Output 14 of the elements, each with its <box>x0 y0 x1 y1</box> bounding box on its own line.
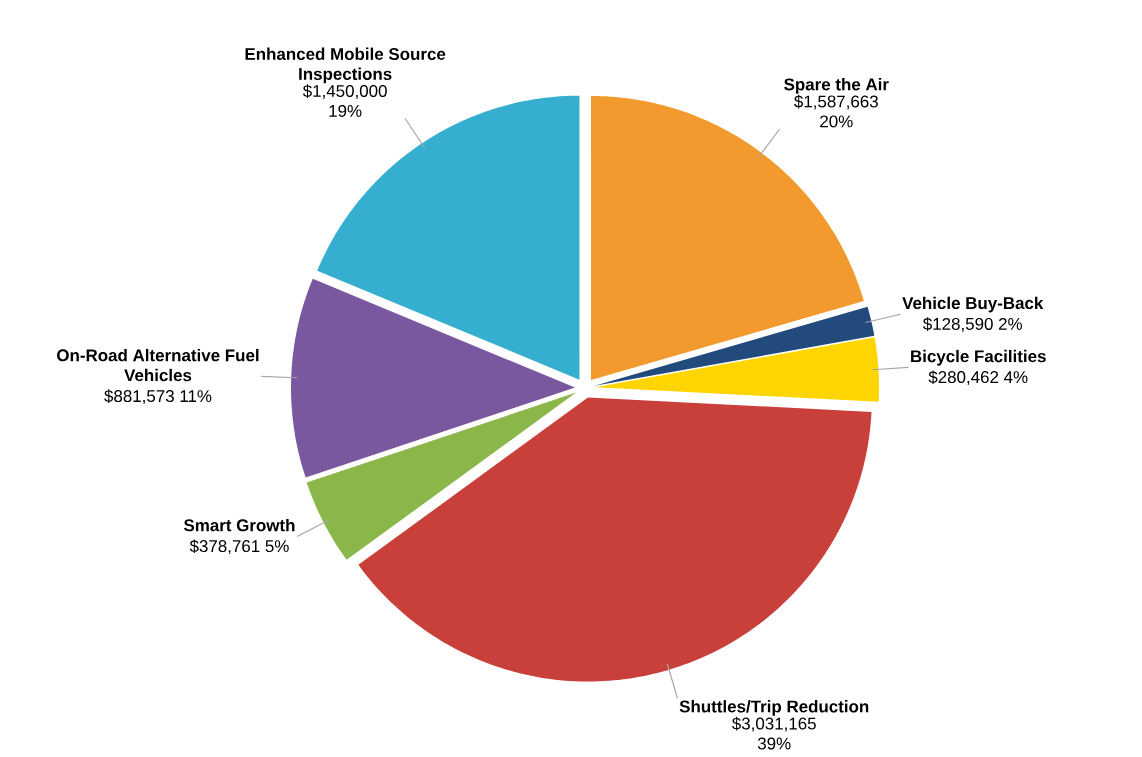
data-label: $881,573 11% <box>104 389 212 405</box>
data-label: $1,450,000 19% <box>302 84 387 117</box>
slice-label: On-Road Alternative Fuel Vehicles <box>57 348 259 382</box>
data-label: $3,031,165 39% <box>732 716 816 750</box>
slice-label: Shuttles/Trip Reduction <box>679 700 869 716</box>
data-label: $378,761 5% <box>189 539 289 555</box>
data-label: $128,590 2% <box>923 317 1022 332</box>
slice-label: Bicycle Facilities <box>911 349 1046 366</box>
slice-label: Smart Growth <box>183 518 295 532</box>
slice-label: Vehicle Buy-Back <box>902 296 1044 313</box>
data-label: $280,462 4% <box>928 370 1028 386</box>
data-label: $1,587,663 20% <box>794 94 878 128</box>
slice-label: Spare the Air <box>784 77 889 94</box>
slice-label: Enhanced Mobile Source Inspections <box>245 47 446 84</box>
